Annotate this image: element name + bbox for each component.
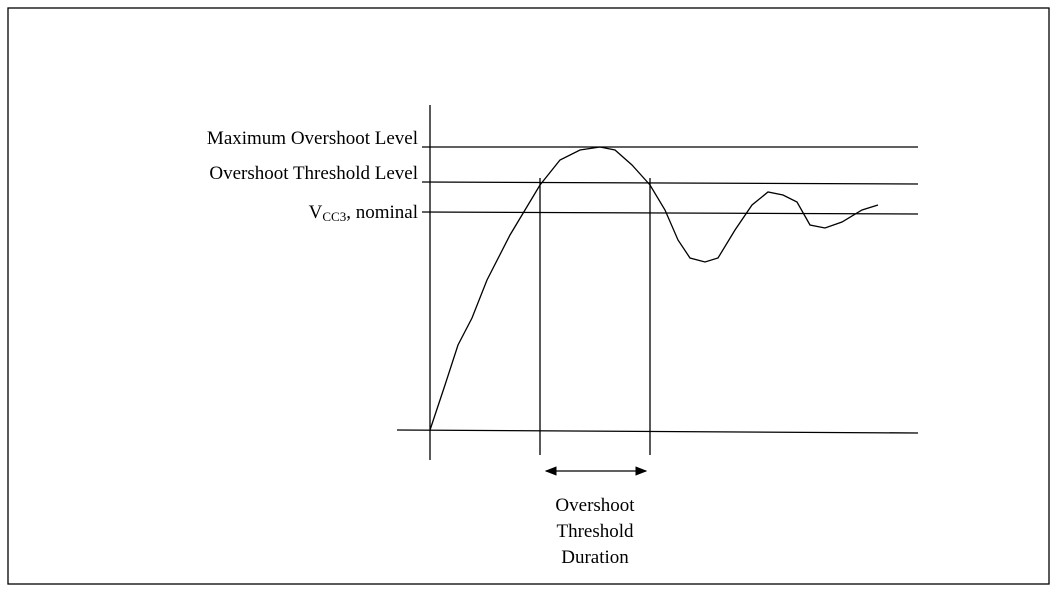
duration-label: Duration — [561, 547, 629, 568]
vcc-line — [421, 211, 919, 215]
baseline — [396, 429, 919, 434]
duration-label: Threshold — [556, 521, 634, 542]
vcc-label: VCC3, nominal — [309, 202, 418, 224]
vcc-symbol: V — [309, 202, 323, 223]
duration-label: Overshoot — [555, 495, 635, 516]
threshold-line — [421, 181, 919, 185]
vcc-subscript: CC3 — [322, 209, 346, 224]
vcc-suffix: , nominal — [346, 202, 418, 223]
frame — [7, 7, 1050, 585]
threshold-label: Overshoot Threshold Level — [209, 163, 418, 184]
max-overshoot-label: Maximum Overshoot Level — [207, 128, 418, 149]
waveform — [429, 146, 879, 431]
